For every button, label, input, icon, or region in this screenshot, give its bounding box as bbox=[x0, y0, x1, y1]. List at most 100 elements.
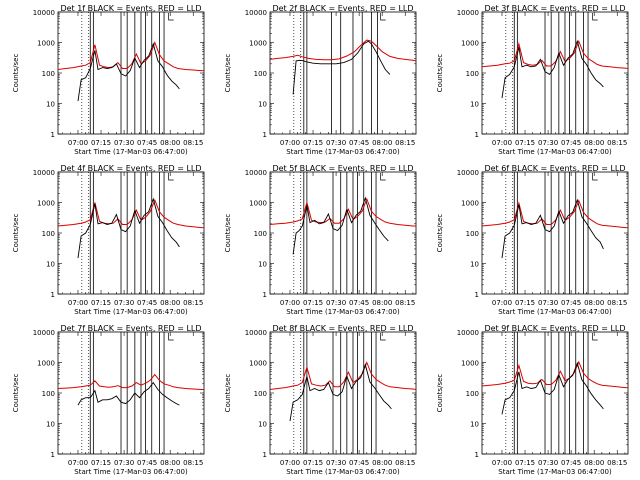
x-tick-label: 08:00 bbox=[584, 459, 604, 467]
y-tick-label: 1 bbox=[475, 131, 479, 139]
y-tick-label: 10 bbox=[258, 101, 267, 109]
x-axis-label: Start Time (17-Mar-03 06:47:00) bbox=[286, 308, 400, 316]
y-axis-label: Counts/sec bbox=[224, 54, 232, 93]
panel-title: Det 9f BLACK = Events, RED = LLD bbox=[484, 324, 625, 333]
x-tick-label: 08:00 bbox=[372, 459, 392, 467]
y-axis-label: Counts/sec bbox=[12, 214, 20, 253]
x-tick-label: 07:30 bbox=[114, 139, 134, 147]
y-tick-label: 1000 bbox=[37, 200, 55, 208]
x-tick-label: 07:00 bbox=[68, 299, 88, 307]
plot-frame bbox=[481, 331, 629, 455]
y-tick-label: 10000 bbox=[33, 9, 55, 17]
y-tick-label: 10000 bbox=[245, 9, 267, 17]
x-tick-label: 08:15 bbox=[395, 459, 415, 467]
marker-glyph bbox=[380, 333, 386, 341]
events-series-line bbox=[289, 363, 392, 422]
x-tick-label: 07:30 bbox=[538, 139, 558, 147]
x-tick-label: 07:45 bbox=[561, 139, 581, 147]
x-axis-label: Start Time (17-Mar-03 06:47:00) bbox=[286, 468, 400, 476]
x-tick-label: 07:00 bbox=[492, 459, 512, 467]
y-tick-label: 10 bbox=[258, 421, 267, 429]
x-axis-label: Start Time (17-Mar-03 06:47:00) bbox=[498, 308, 612, 316]
panel-title: Det 1f BLACK = Events, RED = LLD bbox=[60, 4, 201, 13]
y-tick-label: 1 bbox=[263, 291, 267, 299]
x-tick-label: 07:45 bbox=[349, 459, 369, 467]
x-tick-label: 07:45 bbox=[349, 299, 369, 307]
plot-frame bbox=[57, 331, 205, 455]
y-tick-label: 1 bbox=[263, 131, 267, 139]
x-tick-label: 07:15 bbox=[91, 299, 111, 307]
plot-frame bbox=[57, 11, 205, 135]
y-axis-label: Counts/sec bbox=[436, 214, 444, 253]
plot-frame bbox=[481, 171, 629, 295]
x-tick-label: 07:15 bbox=[303, 299, 323, 307]
x-tick-label: 07:15 bbox=[91, 139, 111, 147]
x-tick-label: 08:00 bbox=[372, 139, 392, 147]
x-tick-label: 07:00 bbox=[280, 459, 300, 467]
y-tick-label: 1 bbox=[51, 291, 55, 299]
x-tick-label: 07:45 bbox=[349, 139, 369, 147]
y-tick-label: 1 bbox=[51, 451, 55, 459]
x-tick-label: 08:15 bbox=[183, 459, 203, 467]
y-axis-label: Counts/sec bbox=[12, 54, 20, 93]
y-tick-label: 100 bbox=[42, 70, 55, 78]
y-tick-label: 1000 bbox=[249, 200, 267, 208]
x-tick-label: 08:00 bbox=[160, 299, 180, 307]
panel-title: Det 7f BLACK = Events, RED = LLD bbox=[60, 324, 201, 333]
x-tick-label: 08:15 bbox=[183, 139, 203, 147]
y-tick-label: 100 bbox=[254, 390, 267, 398]
x-tick-label: 07:30 bbox=[326, 459, 346, 467]
y-tick-label: 10 bbox=[46, 261, 55, 269]
y-tick-label: 1000 bbox=[249, 360, 267, 368]
x-tick-label: 07:00 bbox=[280, 139, 300, 147]
x-tick-label: 07:00 bbox=[68, 139, 88, 147]
x-tick-label: 08:00 bbox=[584, 299, 604, 307]
y-tick-label: 1 bbox=[475, 451, 479, 459]
x-tick-label: 08:00 bbox=[160, 139, 180, 147]
x-axis-label: Start Time (17-Mar-03 06:47:00) bbox=[498, 148, 612, 156]
marker-glyph bbox=[592, 173, 598, 181]
x-tick-label: 07:00 bbox=[492, 139, 512, 147]
y-tick-label: 1 bbox=[51, 131, 55, 139]
events-series-line bbox=[501, 361, 604, 415]
x-axis-label: Start Time (17-Mar-03 06:47:00) bbox=[74, 468, 188, 476]
x-axis-label: Start Time (17-Mar-03 06:47:00) bbox=[498, 468, 612, 476]
marker-glyph bbox=[168, 333, 174, 341]
y-tick-label: 10000 bbox=[245, 169, 267, 177]
x-tick-label: 08:00 bbox=[584, 139, 604, 147]
y-tick-label: 1 bbox=[263, 451, 267, 459]
y-axis-label: Counts/sec bbox=[224, 214, 232, 253]
y-axis-label: Counts/sec bbox=[12, 374, 20, 413]
y-tick-label: 10000 bbox=[33, 169, 55, 177]
y-tick-label: 100 bbox=[254, 230, 267, 238]
x-tick-label: 07:15 bbox=[515, 299, 535, 307]
x-tick-label: 07:30 bbox=[326, 299, 346, 307]
events-series-line bbox=[501, 198, 604, 259]
y-tick-label: 100 bbox=[466, 70, 479, 78]
events-series-line bbox=[77, 42, 180, 102]
x-tick-label: 07:30 bbox=[114, 299, 134, 307]
x-tick-label: 07:15 bbox=[303, 139, 323, 147]
events-series-line bbox=[77, 197, 180, 259]
panel-title: Det 5f BLACK = Events, RED = LLD bbox=[272, 164, 413, 173]
lld-series-line bbox=[269, 39, 417, 62]
x-tick-label: 07:00 bbox=[280, 299, 300, 307]
plot-frame bbox=[269, 11, 417, 135]
y-tick-label: 10 bbox=[470, 101, 479, 109]
panel-title: Det 3f BLACK = Events, RED = LLD bbox=[484, 4, 625, 13]
x-tick-label: 08:15 bbox=[395, 139, 415, 147]
x-tick-label: 08:15 bbox=[183, 299, 203, 307]
x-tick-label: 07:15 bbox=[515, 459, 535, 467]
x-tick-label: 07:15 bbox=[303, 459, 323, 467]
y-axis-label: Counts/sec bbox=[224, 374, 232, 413]
x-tick-label: 07:15 bbox=[515, 139, 535, 147]
y-tick-label: 10000 bbox=[457, 329, 479, 337]
y-tick-label: 10 bbox=[470, 421, 479, 429]
lld-series-line bbox=[57, 41, 204, 72]
lld-series-line bbox=[269, 361, 417, 390]
events-series-line bbox=[292, 40, 391, 95]
x-tick-label: 07:30 bbox=[538, 459, 558, 467]
y-axis-label: Counts/sec bbox=[436, 54, 444, 93]
x-tick-label: 07:00 bbox=[68, 459, 88, 467]
